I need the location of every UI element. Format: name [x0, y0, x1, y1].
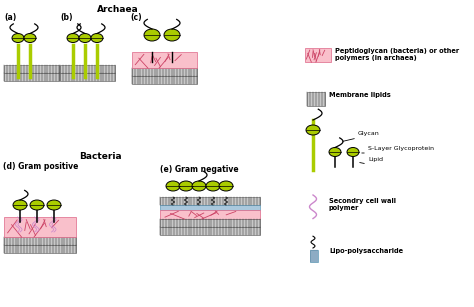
Bar [132, 68, 197, 76]
Text: S-Layer Glycoprotein: S-Layer Glycoprotein [368, 146, 434, 151]
Bar [307, 92, 325, 106]
Bar [4, 217, 76, 237]
Bar [305, 48, 331, 62]
Text: (e) Gram negative: (e) Gram negative [160, 165, 238, 174]
Ellipse shape [164, 29, 180, 41]
Text: Membrane lipids: Membrane lipids [329, 92, 391, 98]
Ellipse shape [329, 147, 341, 157]
Text: Lipo-polysaccharide: Lipo-polysaccharide [329, 248, 403, 254]
Bar [160, 197, 260, 205]
Ellipse shape [91, 33, 103, 42]
Bar [4, 245, 76, 253]
Bar [310, 250, 318, 262]
Bar [160, 210, 260, 219]
Ellipse shape [179, 181, 193, 191]
Ellipse shape [144, 29, 160, 41]
Text: Bacteria: Bacteria [79, 152, 121, 161]
Bar [4, 73, 59, 81]
Text: (d) Gram positive: (d) Gram positive [3, 162, 78, 171]
Bar [160, 227, 260, 235]
Bar [160, 219, 260, 227]
Ellipse shape [166, 181, 180, 191]
Bar [60, 73, 115, 81]
Ellipse shape [13, 200, 27, 210]
Text: Archaea: Archaea [97, 5, 139, 14]
Ellipse shape [24, 33, 36, 42]
Bar [4, 65, 59, 73]
Ellipse shape [219, 181, 233, 191]
Ellipse shape [347, 147, 359, 157]
Text: Secondry cell wall
polymer: Secondry cell wall polymer [329, 198, 396, 211]
Ellipse shape [12, 33, 24, 42]
Bar [132, 76, 197, 84]
Ellipse shape [192, 181, 206, 191]
Text: Glycan: Glycan [358, 131, 380, 136]
Ellipse shape [47, 200, 61, 210]
Ellipse shape [206, 181, 220, 191]
Bar [4, 237, 76, 245]
Text: (c): (c) [130, 13, 142, 22]
Bar [132, 52, 197, 68]
Text: (a): (a) [4, 13, 16, 22]
Text: Peptidoglycan (bacteria) or other
polymers (in archaea): Peptidoglycan (bacteria) or other polyme… [335, 48, 459, 61]
Bar [160, 205, 260, 210]
Ellipse shape [79, 33, 91, 42]
Ellipse shape [30, 200, 44, 210]
Bar [60, 65, 115, 73]
Ellipse shape [306, 125, 320, 135]
Text: (b): (b) [60, 13, 73, 22]
Ellipse shape [67, 33, 79, 42]
Text: Lipid: Lipid [368, 157, 383, 162]
